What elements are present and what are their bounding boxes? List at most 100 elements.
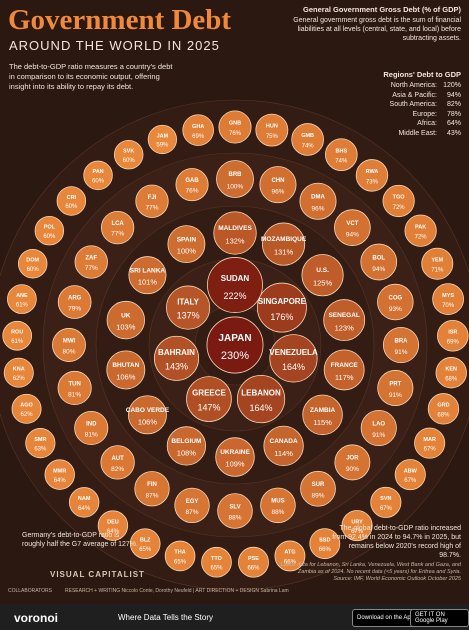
value-label: 76% bbox=[229, 131, 242, 137]
value-label: 114% bbox=[274, 449, 293, 458]
bubble bbox=[236, 374, 286, 424]
country-label: MWI bbox=[63, 339, 76, 345]
value-label: 74% bbox=[302, 143, 315, 149]
country-label: VENEZUELA bbox=[269, 348, 318, 357]
country-label: BRB bbox=[229, 172, 243, 178]
bubble bbox=[128, 256, 167, 295]
bubble bbox=[382, 326, 420, 364]
bubble bbox=[334, 209, 371, 246]
value-label: 66% bbox=[284, 559, 297, 565]
bubble bbox=[360, 409, 397, 447]
country-label: LAO bbox=[372, 421, 385, 427]
value-label: 94% bbox=[372, 266, 385, 273]
country-label: DOM bbox=[26, 258, 39, 264]
bubble bbox=[11, 393, 42, 424]
country-label: KNA bbox=[13, 367, 25, 373]
country-label: DEU bbox=[107, 519, 119, 525]
bubble bbox=[215, 437, 255, 477]
country-label: ANE bbox=[16, 293, 28, 299]
region-value: 120% bbox=[443, 82, 461, 89]
value-label: 100% bbox=[227, 183, 244, 190]
bubble bbox=[302, 394, 343, 436]
bubble bbox=[435, 357, 467, 389]
value-label: 81% bbox=[85, 431, 98, 438]
country-label: SUR bbox=[312, 482, 325, 488]
value-label: 62% bbox=[13, 376, 26, 382]
value-label: 117% bbox=[335, 373, 354, 382]
value-label: 164% bbox=[282, 362, 305, 372]
bubble bbox=[260, 487, 296, 524]
bubble bbox=[323, 349, 365, 391]
google-play-text[interactable]: GET IT ON Google Play bbox=[415, 612, 448, 624]
country-label: SINGAPORE bbox=[258, 297, 307, 306]
value-label: 61% bbox=[11, 339, 24, 345]
bubble bbox=[269, 334, 318, 383]
value-label: 75% bbox=[266, 134, 279, 140]
value-label: 101% bbox=[138, 277, 158, 286]
country-label: DMA bbox=[311, 195, 325, 201]
title: Government Debt bbox=[8, 4, 232, 36]
value-label: 65% bbox=[174, 559, 187, 565]
value-label: 64% bbox=[54, 478, 67, 484]
country-label: MYS bbox=[442, 293, 454, 299]
credits: RESEARCH + WRITING Niccolo Conte, Doroth… bbox=[65, 588, 289, 594]
value-label: 67% bbox=[404, 478, 417, 484]
region-value: 78% bbox=[446, 110, 461, 118]
country-label: AUT bbox=[111, 456, 124, 462]
bubble bbox=[414, 427, 446, 459]
bubble bbox=[182, 114, 214, 146]
value-label: 176% bbox=[270, 312, 293, 322]
value-label: 65% bbox=[211, 566, 224, 572]
value-label: 125% bbox=[313, 279, 333, 288]
value-label: 65% bbox=[139, 547, 152, 553]
bubble bbox=[166, 285, 211, 330]
value-label: 77% bbox=[111, 231, 124, 238]
bubble bbox=[370, 486, 402, 518]
country-label: CHN bbox=[271, 178, 284, 184]
google-play-badge[interactable]: GET IT ON Google Play bbox=[410, 609, 469, 627]
value-label: 82% bbox=[111, 466, 124, 473]
country-label: ABW bbox=[404, 468, 418, 474]
country-label: CABO VERDE bbox=[126, 407, 170, 414]
region-name: North America: bbox=[390, 82, 437, 89]
country-label: ATG bbox=[284, 550, 295, 556]
data-note: Latest data for Lebanon, Sri Lanka, Vene… bbox=[280, 562, 461, 575]
bubble bbox=[166, 426, 207, 466]
country-label: COG bbox=[389, 295, 403, 301]
value-label: 164% bbox=[250, 403, 273, 413]
country-label: AGO bbox=[20, 403, 33, 409]
value-label: 68% bbox=[445, 376, 458, 382]
global-note: The global debt-to-GDP ratio increased f… bbox=[332, 525, 461, 559]
value-label: 76% bbox=[186, 188, 199, 195]
bubble bbox=[216, 160, 254, 198]
value-label: 137% bbox=[177, 310, 200, 320]
value-label: 67% bbox=[380, 506, 393, 512]
bubble bbox=[68, 487, 100, 518]
source-note: Latest data for Lebanon, Sri Lanka, Vene… bbox=[261, 562, 461, 583]
bubble bbox=[325, 138, 358, 171]
bubble bbox=[83, 160, 113, 191]
region-row: North America: 120% bbox=[390, 81, 461, 91]
value-label: 132% bbox=[225, 237, 245, 246]
country-label: PSE bbox=[248, 556, 259, 562]
value-label: 88% bbox=[228, 515, 241, 522]
bubble bbox=[323, 299, 366, 341]
country-label: MOZAMBIQUE bbox=[261, 236, 307, 243]
country-label: ZAMBIA bbox=[310, 407, 336, 414]
app-store-text[interactable]: Download on the App Store bbox=[357, 615, 431, 621]
country-label: TUN bbox=[68, 381, 80, 387]
brand: voronoi bbox=[14, 611, 58, 625]
country-label: SUDAN bbox=[221, 274, 250, 283]
value-label: 91% bbox=[394, 349, 407, 356]
country-label: THA bbox=[174, 550, 185, 556]
definition-text: General government gross debt is the sum… bbox=[293, 17, 461, 42]
bubble bbox=[106, 350, 146, 390]
value-label: 230% bbox=[221, 350, 249, 362]
value-label: 143% bbox=[165, 361, 188, 371]
country-label: JAM bbox=[157, 133, 169, 139]
subtitle: AROUND THE WORLD IN 2025 bbox=[9, 38, 220, 53]
bubble bbox=[355, 159, 389, 192]
country-label: MMR bbox=[53, 468, 66, 474]
country-label: FIN bbox=[147, 482, 157, 488]
